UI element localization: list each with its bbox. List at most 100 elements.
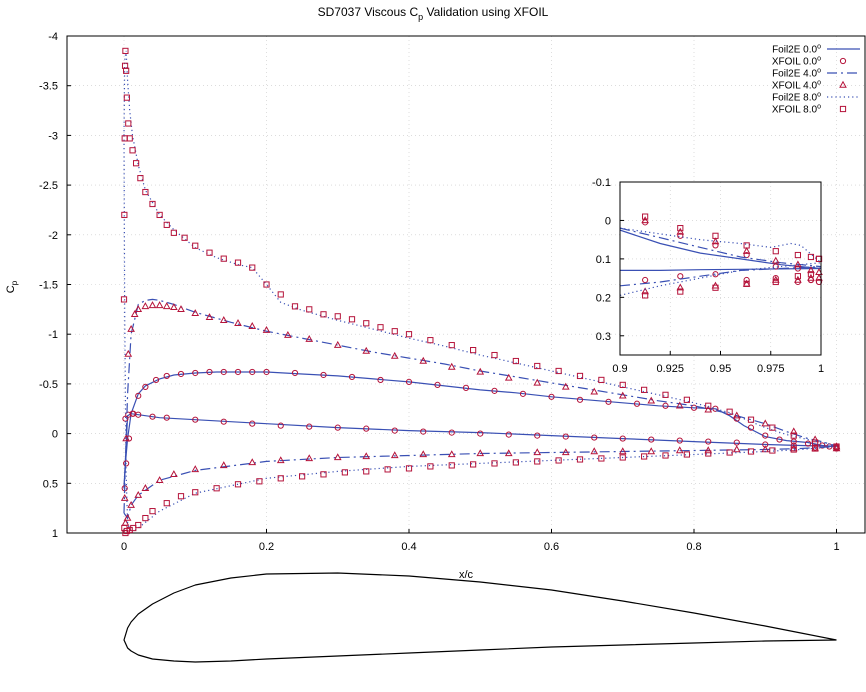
xfoil-4-lower-point bbox=[123, 513, 132, 521]
xfoil-0-lower-point bbox=[676, 437, 683, 444]
xfoil-4-upper-point bbox=[141, 302, 150, 310]
xfoil-4-lower-point bbox=[590, 447, 599, 455]
airfoil-geometry bbox=[123, 572, 837, 663]
xfoil-8-upper-point bbox=[291, 303, 299, 310]
xfoil-8-upper-point bbox=[170, 229, 177, 236]
inset-xfoil-0-upper-point bbox=[743, 251, 750, 259]
inset-xfoil-0-lower-point bbox=[642, 276, 649, 284]
xfoil-4-upper-point bbox=[177, 305, 185, 313]
main-x-tick-label: 0.8 bbox=[686, 541, 701, 553]
xfoil-4-upper-point bbox=[561, 382, 570, 390]
xfoil-4-lower-point bbox=[134, 490, 143, 498]
xfoil-8-upper-point bbox=[121, 135, 128, 142]
inset-xfoil-0-upper-point bbox=[677, 232, 684, 239]
xfoil-0-upper-point bbox=[804, 440, 812, 447]
inset-foil2e-4-lower-line bbox=[620, 266, 821, 287]
xfoil-4-upper-point bbox=[675, 401, 684, 409]
xfoil-0-upper-point bbox=[462, 384, 470, 391]
xfoil-0-upper-point bbox=[776, 436, 783, 443]
xfoil-8-upper-point bbox=[348, 316, 356, 323]
xfoil-4-upper-point bbox=[761, 419, 770, 427]
xfoil-0-upper-point bbox=[377, 376, 384, 384]
xfoil-8-lower-point bbox=[747, 448, 755, 455]
xfoil-8-upper-point bbox=[192, 242, 199, 249]
xfoil-8-upper-point bbox=[142, 188, 149, 196]
xfoil-4-upper-point bbox=[262, 325, 271, 333]
xfoil-0-lower-point bbox=[505, 431, 512, 438]
main-y-tick-label: -2 bbox=[48, 230, 58, 242]
airfoil-outline bbox=[123, 572, 837, 663]
main-y-tick-label: 0 bbox=[52, 429, 58, 441]
xfoil-8-upper-point bbox=[121, 211, 128, 219]
xfoil-0-upper-point bbox=[163, 372, 170, 380]
xfoil-8-upper-point bbox=[683, 396, 690, 403]
xfoil-4-upper-point bbox=[333, 340, 342, 348]
xfoil-4-lower-point bbox=[127, 500, 135, 508]
xfoil-8-lower-point bbox=[683, 451, 690, 458]
inset-x-tick-label: 0.925 bbox=[656, 363, 684, 375]
xfoil-0-upper-point bbox=[633, 400, 641, 407]
inset-xfoil-4-lower-point bbox=[794, 275, 802, 283]
xfoil-0-lower-point bbox=[420, 428, 427, 435]
xfoil-4-lower-point bbox=[476, 449, 485, 457]
xfoil-8-upper-point bbox=[377, 324, 384, 331]
xfoil-8-lower-point bbox=[256, 478, 263, 485]
xfoil-4-upper-point bbox=[127, 325, 135, 332]
xfoil-8-upper-point bbox=[206, 249, 213, 256]
xfoil-4-lower-point bbox=[832, 444, 841, 452]
xfoil-8-upper-point bbox=[133, 160, 140, 167]
xfoil-4-lower-point bbox=[675, 446, 684, 454]
inset-xfoil-4-upper-point bbox=[641, 216, 649, 224]
xfoil-4-upper-point bbox=[130, 310, 139, 318]
inset-xfoil-4-upper-point bbox=[807, 266, 815, 274]
xfoil-8-upper-point bbox=[555, 367, 562, 375]
inset-foil2e-8-lower-line bbox=[620, 262, 821, 296]
inset-y-tick-label: 0 bbox=[605, 215, 611, 227]
inset-xfoil-8-upper-point bbox=[794, 251, 801, 259]
inset-xfoil-4-upper-point bbox=[794, 260, 802, 268]
xfoil-0-lower-point bbox=[125, 411, 132, 418]
xfoil-0-lower-point bbox=[477, 430, 484, 437]
xfoil-8-upper-point bbox=[137, 175, 144, 182]
xfoil-8-upper-point bbox=[120, 296, 128, 303]
inset-xfoil-8-upper-point bbox=[677, 225, 684, 232]
inset-foil2e-0-upper-line bbox=[620, 229, 821, 270]
inset-xfoil-0-lower-point bbox=[815, 278, 823, 286]
xfoil-0-upper-point bbox=[320, 371, 327, 379]
xfoil-8-lower-point bbox=[448, 462, 455, 469]
xfoil-0-lower-point bbox=[334, 424, 341, 431]
xfoil-8-lower-point bbox=[149, 508, 156, 515]
xfoil-4-upper-point bbox=[219, 316, 228, 323]
inset-xfoil-8-upper-point bbox=[772, 248, 779, 255]
xfoil-4-lower-point bbox=[362, 452, 371, 460]
inset-xfoil-8-lower-point bbox=[677, 288, 684, 295]
main-x-tick-label: 0.6 bbox=[544, 541, 559, 553]
xfoil-4-upper-point bbox=[362, 346, 371, 354]
xfoil-8-lower-point bbox=[470, 461, 477, 468]
xfoil-0-lower-point bbox=[249, 420, 256, 427]
inset-foil2e-0-lower-line bbox=[620, 267, 821, 271]
main-y-tick-label: -3.5 bbox=[39, 81, 58, 93]
xfoil-8-upper-point bbox=[234, 259, 242, 266]
xfoil-0-upper-point bbox=[348, 373, 356, 381]
xfoil-0-lower-point bbox=[448, 429, 455, 436]
xfoil-0-lower-point bbox=[220, 418, 227, 425]
inset-x-tick-label: 1 bbox=[818, 363, 824, 375]
xfoil-4-lower-point bbox=[533, 448, 542, 456]
inset-xfoil-8-lower-point bbox=[712, 284, 719, 291]
xfoil-8-lower-point bbox=[833, 444, 840, 451]
xfoil-4-upper-point bbox=[248, 322, 257, 329]
xfoil-4-lower-point bbox=[390, 451, 399, 459]
xfoil-8-upper-point bbox=[126, 135, 133, 142]
xfoil-4-upper-point bbox=[533, 378, 542, 386]
xfoil-8-upper-point bbox=[129, 147, 136, 154]
xfoil-0-upper-point bbox=[662, 402, 669, 409]
xfoil-8-upper-point bbox=[812, 439, 819, 446]
xfoil-0-lower-point bbox=[129, 410, 136, 417]
xfoil-8-upper-point bbox=[790, 432, 797, 439]
inset-xfoil-0-upper-point bbox=[712, 242, 719, 249]
inset-xfoil-0-lower-point bbox=[772, 275, 779, 282]
xfoil-8-upper-point bbox=[163, 221, 170, 228]
xfoil-8-lower-point bbox=[576, 456, 584, 463]
